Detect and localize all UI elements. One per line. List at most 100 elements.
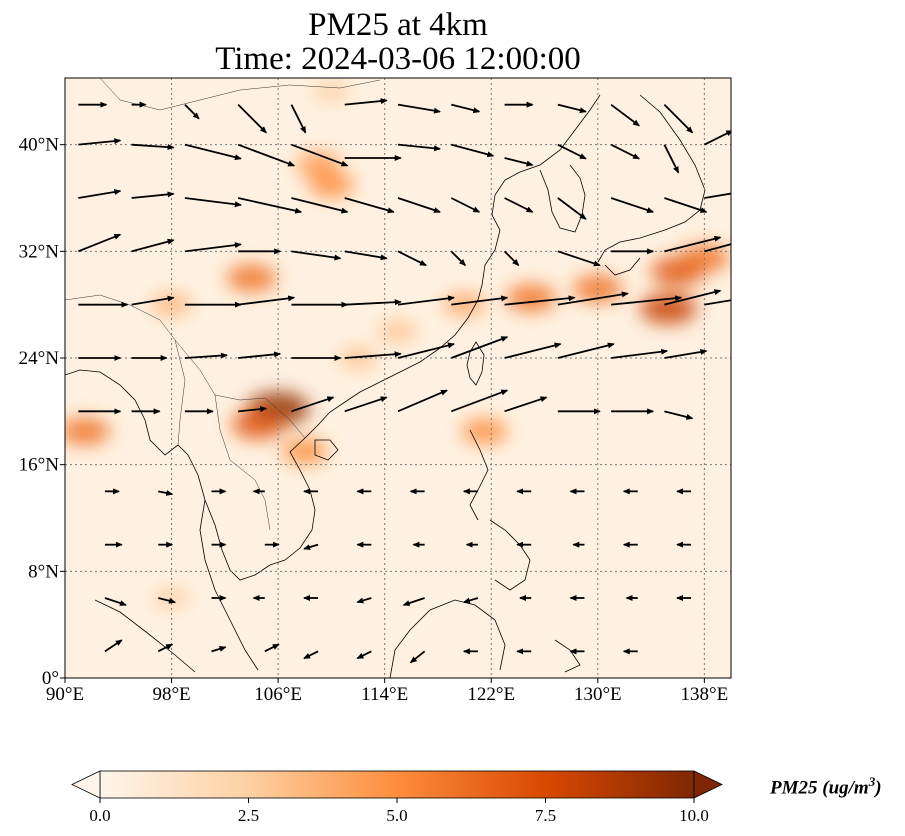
- x-tick-label: 98°E: [152, 684, 190, 705]
- wind-vector: [211, 645, 227, 653]
- wind-vector: [238, 351, 282, 359]
- wind-vector: [610, 103, 640, 127]
- wind-vector: [451, 103, 481, 114]
- wind-vector: [303, 650, 319, 660]
- wind-vector: [237, 143, 296, 167]
- wind-vector: [664, 235, 722, 253]
- x-tick-label: 114°E: [361, 684, 408, 705]
- y-tick-label: 8°N: [28, 561, 59, 582]
- wind-vector: [397, 250, 427, 267]
- pm25-plume: [506, 284, 556, 312]
- pm25-plume: [461, 418, 508, 445]
- colorbar-ticks: 0.0 2.5 5.0 7.5 10.0: [89, 798, 709, 825]
- wind-vector: [611, 348, 669, 359]
- wind-vector: [557, 197, 587, 220]
- y-tick-label: 40°N: [19, 135, 60, 156]
- wind-vector: [131, 143, 175, 151]
- colorbar-gradient: [99, 770, 695, 799]
- wind-vector: [610, 143, 641, 160]
- wind-vector: [157, 643, 174, 653]
- wind-vectors: [77, 98, 731, 664]
- x-tick-label: 90°E: [46, 684, 84, 705]
- wind-vector: [504, 157, 534, 167]
- pm25-plume: [378, 319, 418, 343]
- coastlines: [65, 94, 706, 678]
- colorbar: 0.0 2.5 5.0 7.5 10.0: [71, 770, 723, 825]
- colorbar-tick-label: 10.0: [679, 806, 709, 825]
- map-title: PM25 at 4km: [308, 7, 488, 43]
- wind-vector: [397, 389, 448, 413]
- wind-vector: [291, 250, 342, 261]
- wind-vector: [237, 197, 303, 214]
- wind-vector: [158, 597, 177, 604]
- wind-vector: [344, 197, 395, 214]
- wind-vector: [291, 143, 349, 167]
- wind-vector: [703, 130, 731, 146]
- wind-vector: [664, 289, 722, 306]
- wind-vector: [409, 650, 426, 664]
- colorbar-tick-label: 2.5: [238, 806, 259, 825]
- pm25-field: [65, 80, 730, 609]
- wind-vector: [78, 138, 122, 146]
- wind-vector: [104, 597, 127, 606]
- x-tick-label: 106°E: [254, 684, 302, 705]
- wind-vector: [397, 143, 441, 152]
- map-frame: [64, 77, 732, 679]
- wind-vector: [344, 98, 388, 106]
- colorbar-label-text: PM25 (ug/m: [770, 777, 869, 799]
- colorbar-label-superscript: 3: [868, 774, 876, 789]
- wind-vector: [397, 342, 455, 359]
- wind-vector: [344, 250, 388, 261]
- wind-vector: [663, 144, 680, 174]
- pm25-plume: [65, 417, 110, 446]
- colorbar-tick-label: 0.0: [89, 806, 110, 825]
- x-tick-label: 130°E: [574, 684, 622, 705]
- wind-vector: [238, 406, 268, 413]
- wind-vector: [78, 189, 122, 199]
- wind-vector: [450, 389, 509, 413]
- wind-vector: [184, 143, 242, 161]
- wind-vector: [664, 197, 708, 213]
- wind-vector: [264, 643, 280, 653]
- wind-vector: [504, 197, 534, 213]
- x-tick-label: 122°E: [467, 684, 515, 705]
- wind-vector: [237, 104, 267, 134]
- pm25-plume: [338, 346, 378, 370]
- wind-vector: [291, 396, 335, 413]
- wind-vector: [131, 295, 175, 306]
- wind-vector: [131, 238, 175, 253]
- wind-vector: [664, 349, 708, 359]
- borders: [65, 78, 381, 531]
- wind-vector: [397, 295, 455, 306]
- wind-vector: [291, 197, 349, 214]
- wind-vector: [397, 103, 441, 114]
- map-background: [65, 78, 731, 678]
- wind-vector: [704, 299, 731, 306]
- wind-vector: [450, 197, 481, 213]
- wind-vector: [611, 295, 683, 306]
- wind-vector: [303, 543, 319, 551]
- wind-vector: [664, 410, 694, 420]
- wind-vector: [450, 250, 466, 267]
- colorbar-label-close: ): [875, 777, 882, 799]
- wind-vector: [557, 291, 629, 306]
- wind-vector: [104, 639, 123, 653]
- latitude-axis: 0° 8°N 16°N 24°N 32°N 40°N: [19, 135, 65, 689]
- wind-vector: [557, 250, 601, 267]
- longitude-axis: 90°E 98°E 106°E 114°E 122°E 130°E 138°E: [46, 678, 728, 705]
- wind-vector: [344, 396, 388, 413]
- wind-vector: [184, 352, 228, 359]
- colorbar-extend-max: [693, 770, 723, 799]
- wind-vector: [238, 295, 296, 306]
- pm25-plume: [281, 438, 328, 465]
- wind-vector: [356, 597, 372, 604]
- wind-vector: [451, 143, 495, 158]
- wind-vector: [557, 103, 587, 114]
- wind-vector: [504, 396, 548, 413]
- wind-vector: [184, 104, 200, 120]
- wind-vector: [158, 490, 174, 496]
- colorbar-tick-label: 7.5: [535, 806, 556, 825]
- wind-vector: [462, 597, 479, 604]
- wind-vector: [450, 336, 509, 359]
- colorbar-label: PM25 (ug/m3): [770, 774, 882, 799]
